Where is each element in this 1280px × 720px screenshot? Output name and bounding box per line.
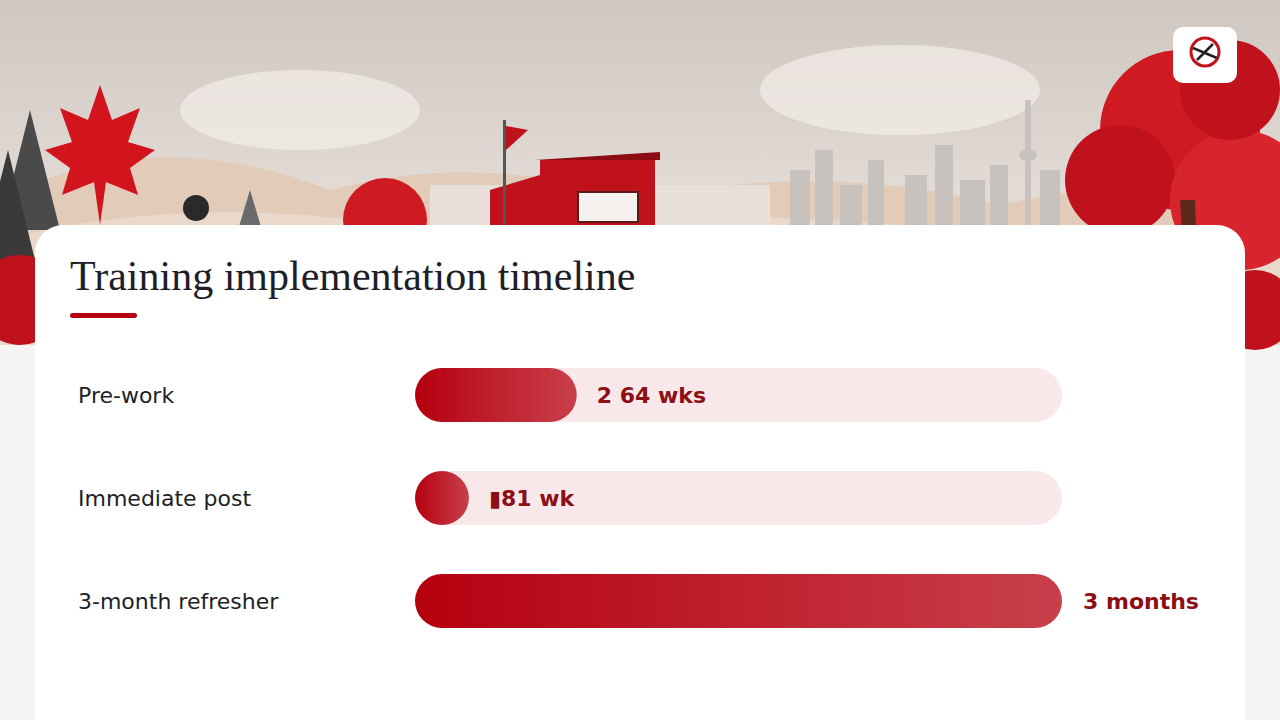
range-track (415, 574, 1062, 628)
card (35, 225, 1245, 720)
category-label: Pre-work (78, 383, 174, 408)
category-label: Immediate post (78, 486, 251, 511)
tracks (415, 368, 1062, 628)
data-label: 2 64 wks (597, 383, 706, 408)
logo (1173, 27, 1237, 83)
range-track (415, 368, 1062, 422)
bar (415, 471, 469, 525)
slide: Training implementation timeline Pre-work… (0, 0, 1280, 720)
title: Training implementation timeline (70, 253, 635, 299)
chart: Training implementation timeline Pre-work… (70, 253, 1199, 628)
range-track (415, 471, 1062, 525)
data-label: ▮81 wk (489, 486, 576, 511)
category-label: 3-month refresher (78, 589, 279, 614)
bar (415, 368, 577, 422)
data-label: 3 months (1083, 589, 1199, 614)
bars (415, 368, 1062, 628)
title-underline (70, 313, 137, 318)
bar (415, 574, 1062, 628)
labels: Pre-work 2 64 wks Immediate post ▮81 wk 3-mo… (78, 383, 1199, 614)
